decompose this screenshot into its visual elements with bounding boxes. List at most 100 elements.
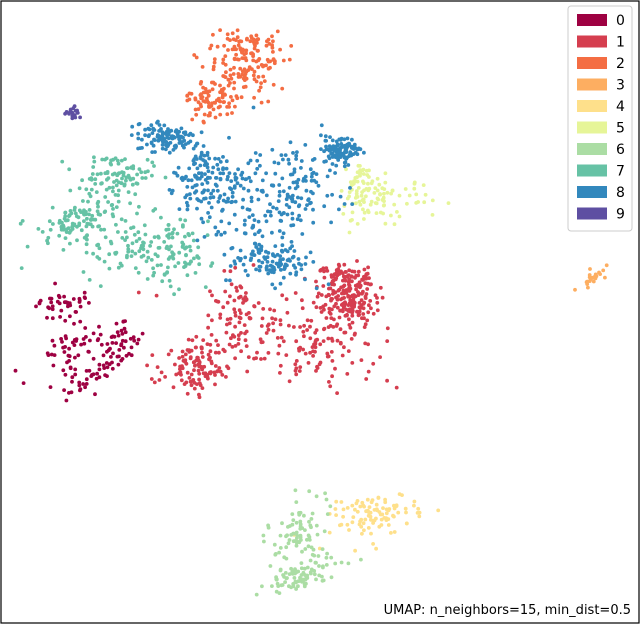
point-class-8 xyxy=(281,157,285,162)
point-class-2 xyxy=(238,39,242,43)
point-class-1 xyxy=(237,308,242,313)
point-class-7 xyxy=(125,166,129,171)
point-class-1 xyxy=(197,395,202,400)
point-class-7 xyxy=(176,261,181,265)
point-class-4 xyxy=(360,531,364,536)
point-class-4 xyxy=(412,503,416,508)
point-class-1 xyxy=(358,306,363,310)
point-class-1 xyxy=(313,339,318,344)
point-class-7 xyxy=(85,233,89,238)
point-class-7 xyxy=(135,172,140,177)
point-class-8 xyxy=(288,140,293,145)
point-class-2 xyxy=(252,69,257,74)
point-class-9 xyxy=(73,115,78,120)
point-class-8 xyxy=(277,189,282,194)
point-class-7 xyxy=(121,173,126,178)
point-class-8 xyxy=(260,234,265,239)
point-class-1 xyxy=(271,321,275,326)
point-class-5 xyxy=(430,213,435,217)
point-class-0 xyxy=(78,319,83,324)
point-class-8 xyxy=(187,166,192,171)
point-class-8 xyxy=(290,216,295,221)
point-class-1 xyxy=(366,265,370,270)
point-class-7 xyxy=(203,285,208,289)
point-class-7 xyxy=(162,273,167,277)
point-class-0 xyxy=(99,342,104,347)
point-class-8 xyxy=(294,180,298,184)
point-class-8 xyxy=(193,157,197,161)
point-class-4 xyxy=(354,501,359,506)
point-class-0 xyxy=(97,324,101,329)
point-class-8 xyxy=(242,222,247,227)
point-class-8 xyxy=(177,134,182,139)
point-class-8 xyxy=(253,241,258,246)
point-class-8 xyxy=(206,211,211,215)
point-class-2 xyxy=(235,35,240,40)
point-class-1 xyxy=(191,378,196,382)
point-class-8 xyxy=(334,139,339,144)
point-class-2 xyxy=(254,33,259,38)
point-class-7 xyxy=(69,211,74,216)
point-class-7 xyxy=(188,248,193,253)
point-class-1 xyxy=(200,367,205,372)
point-class-1 xyxy=(233,265,238,270)
point-class-2 xyxy=(271,39,275,44)
point-class-8 xyxy=(257,228,262,233)
point-class-8 xyxy=(136,131,141,136)
point-class-6 xyxy=(304,574,309,578)
point-class-1 xyxy=(346,280,351,284)
point-class-8 xyxy=(189,178,194,183)
point-class-7 xyxy=(156,246,161,250)
point-class-1 xyxy=(361,312,366,316)
point-class-8 xyxy=(155,120,159,125)
point-class-8 xyxy=(342,202,347,206)
point-class-6 xyxy=(314,523,319,528)
point-class-1 xyxy=(223,289,228,294)
point-class-7 xyxy=(181,224,185,229)
point-class-1 xyxy=(259,357,263,361)
point-class-8 xyxy=(157,129,162,133)
point-class-0 xyxy=(50,316,55,321)
point-class-7 xyxy=(143,170,148,175)
point-class-4 xyxy=(339,522,344,527)
point-class-8 xyxy=(207,215,212,220)
point-class-8 xyxy=(130,124,135,129)
point-class-5 xyxy=(390,188,395,193)
point-class-8 xyxy=(216,199,221,204)
point-class-6 xyxy=(307,538,312,542)
point-class-5 xyxy=(397,193,402,198)
point-class-3 xyxy=(593,272,598,277)
point-class-2 xyxy=(218,83,222,88)
point-class-7 xyxy=(180,240,185,245)
point-class-7 xyxy=(171,256,176,261)
point-class-8 xyxy=(338,194,343,199)
point-class-2 xyxy=(234,38,238,42)
point-class-8 xyxy=(221,167,225,172)
point-class-7 xyxy=(197,262,202,267)
point-class-7 xyxy=(96,199,101,204)
point-class-1 xyxy=(313,330,318,335)
point-class-8 xyxy=(303,143,308,147)
point-class-1 xyxy=(244,297,249,302)
point-class-8 xyxy=(240,170,245,175)
point-class-1 xyxy=(244,344,249,348)
point-class-4 xyxy=(334,513,338,517)
point-class-1 xyxy=(228,316,233,321)
point-class-2 xyxy=(245,36,249,41)
point-class-8 xyxy=(243,255,248,260)
point-class-7 xyxy=(163,175,168,180)
point-class-6 xyxy=(298,522,303,527)
point-class-1 xyxy=(197,371,202,376)
point-class-8 xyxy=(221,155,225,159)
point-class-4 xyxy=(381,506,385,510)
point-class-4 xyxy=(400,493,404,497)
point-class-7 xyxy=(180,245,185,249)
point-class-7 xyxy=(99,171,103,176)
point-class-8 xyxy=(176,129,181,134)
point-class-2 xyxy=(264,63,268,68)
point-class-1 xyxy=(201,371,206,376)
point-class-6 xyxy=(324,497,329,502)
point-class-7 xyxy=(136,230,141,235)
point-class-1 xyxy=(247,311,251,315)
point-class-8 xyxy=(298,218,303,223)
